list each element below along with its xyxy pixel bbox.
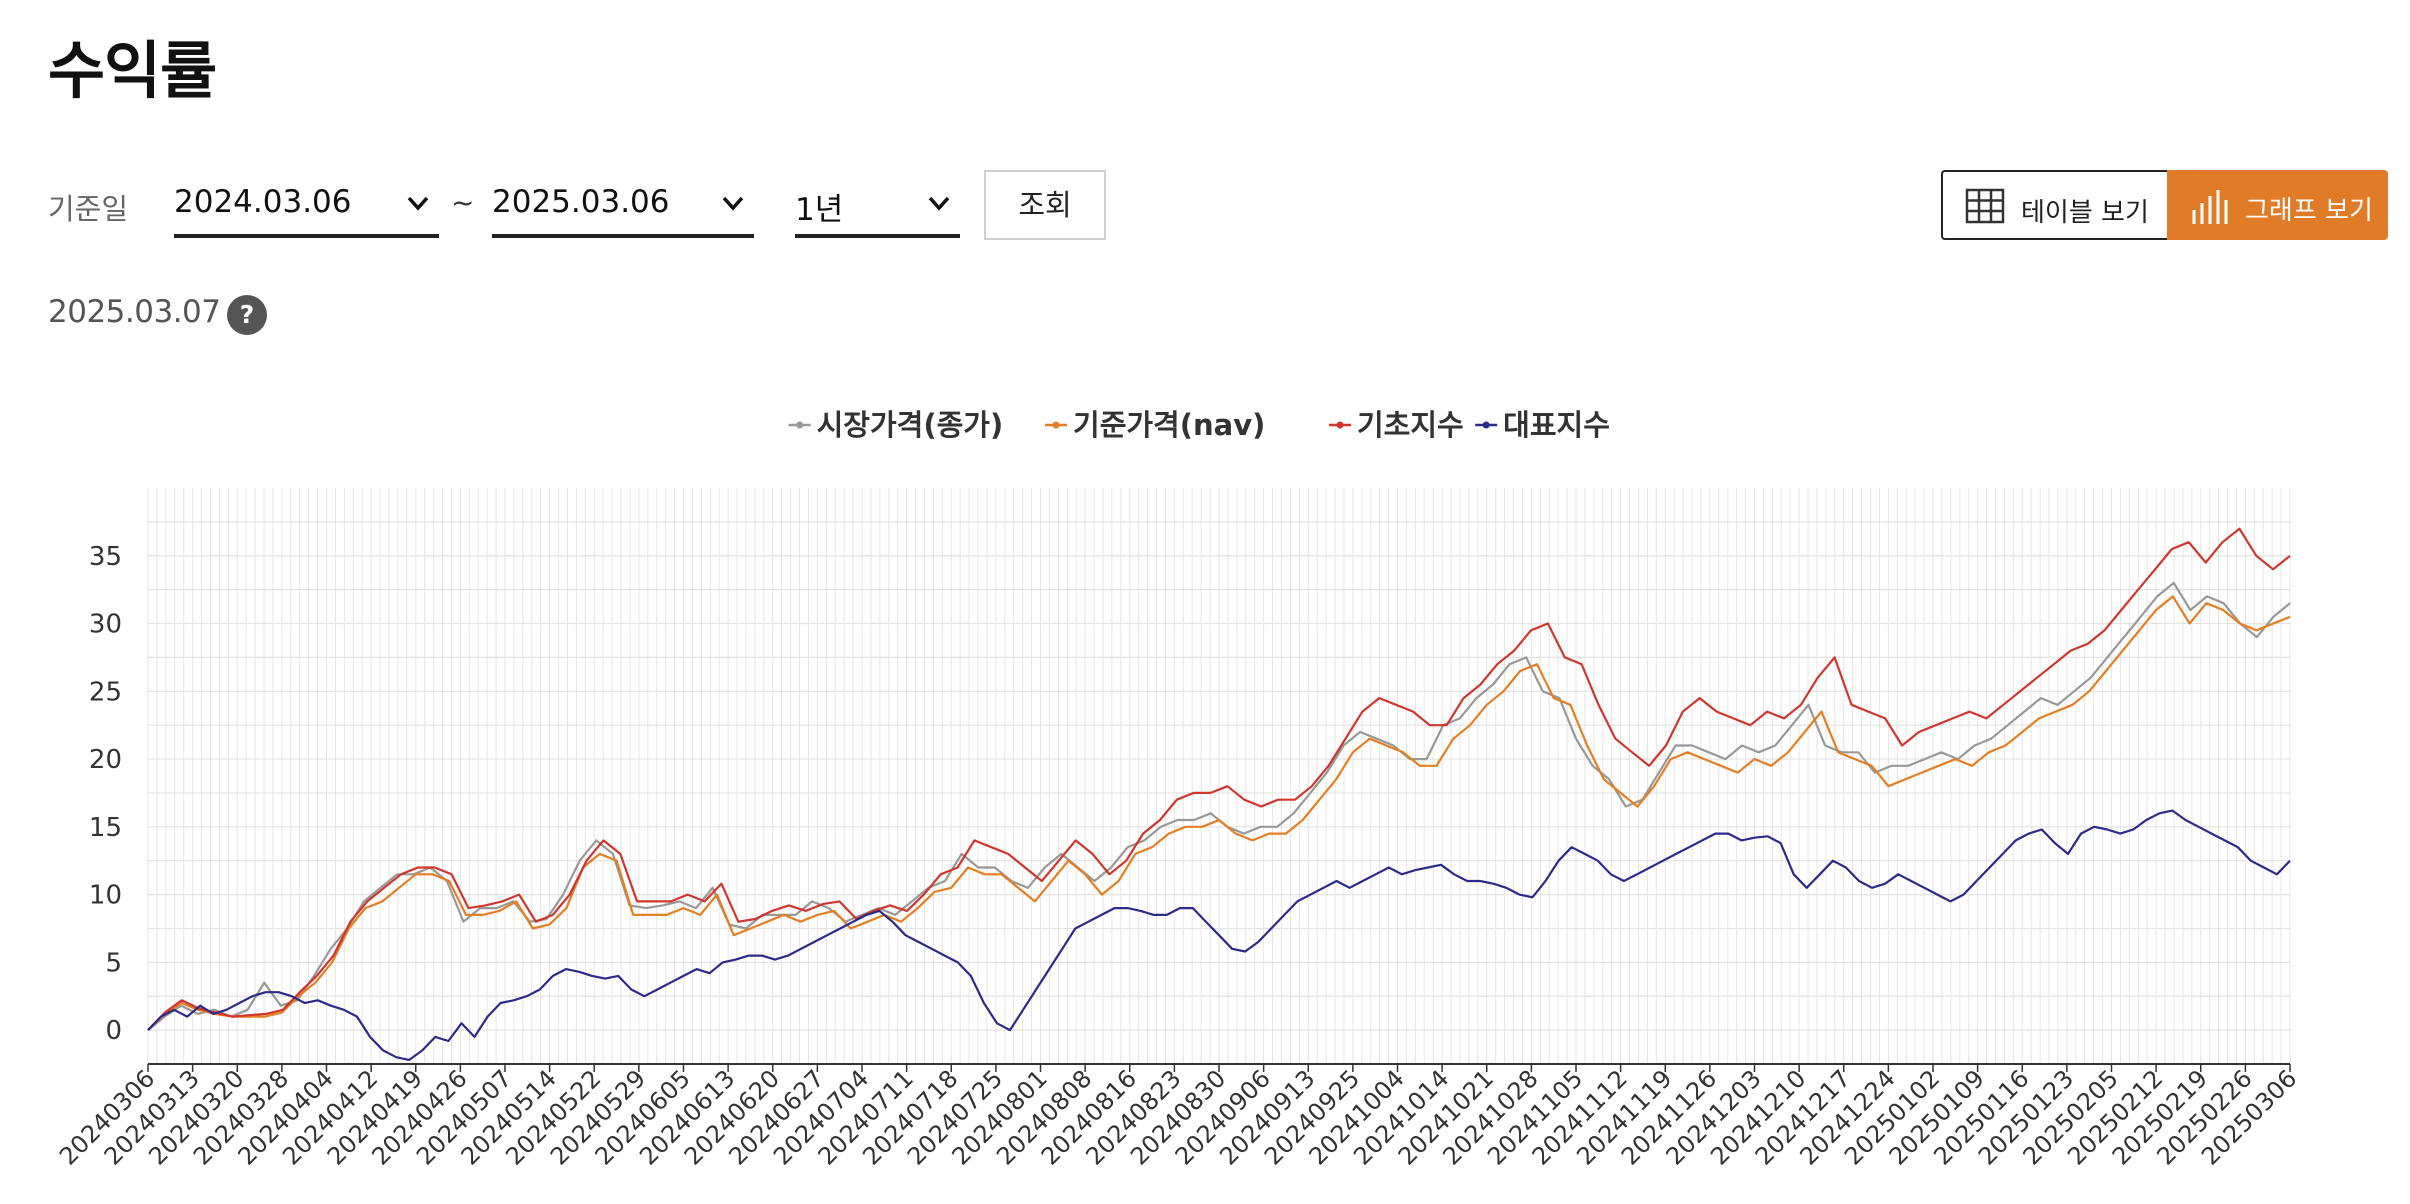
chevron-down-icon <box>928 196 950 211</box>
graph-view-label: 그래프 보기 <box>2245 196 2373 226</box>
graph-view-button[interactable]: 그래프 보기 <box>2167 170 2388 240</box>
series-line-대표지수 <box>147 809 2291 1062</box>
y-tick-label: 0 <box>105 1016 122 1046</box>
period-select[interactable]: 1년 <box>795 170 960 238</box>
search-button[interactable]: 조회 <box>984 170 1106 240</box>
date-range-separator: ~ <box>451 186 475 219</box>
chart-axes: 0510152025303520240306202403132024032020… <box>54 542 2302 1171</box>
base-date-label: 기준일 <box>48 192 129 226</box>
start-date-value: 2024.03.06 <box>174 184 352 220</box>
legend-marker <box>796 421 804 429</box>
y-tick-label: 15 <box>89 813 122 843</box>
page-title: 수익률 <box>48 34 217 107</box>
y-tick-label: 5 <box>105 948 122 978</box>
end-date-value: 2025.03.06 <box>492 184 670 220</box>
bar-chart-icon <box>2192 190 2228 224</box>
chevron-down-icon <box>722 196 744 211</box>
table-grid-icon <box>1965 188 2005 224</box>
legend-item[interactable]: 기초지수 <box>1328 408 1464 442</box>
legend-marker <box>1482 421 1490 429</box>
legend-label: 시장가격(종가) <box>817 408 1004 442</box>
legend-item[interactable]: 대표지수 <box>1475 408 1610 442</box>
y-tick-label: 30 <box>89 610 122 640</box>
end-date-select[interactable]: 2025.03.06 <box>492 170 754 238</box>
legend-item[interactable]: 기준가격(nav) <box>1045 408 1265 442</box>
y-tick-label: 25 <box>89 677 122 707</box>
series-line-기초지수 <box>147 527 2291 1031</box>
legend-label: 기준가격(nav) <box>1073 408 1265 442</box>
series-line-기준가격(nav) <box>147 595 2291 1031</box>
table-view-button[interactable]: 테이블 보기 <box>1941 170 2167 240</box>
as-of-date: 2025.03.07 <box>48 294 221 330</box>
y-tick-label: 20 <box>89 745 122 775</box>
chevron-down-icon <box>407 196 429 211</box>
legend-marker <box>1052 421 1060 429</box>
legend-marker <box>1336 421 1344 429</box>
start-date-select[interactable]: 2024.03.06 <box>174 170 439 238</box>
period-value: 1년 <box>795 192 844 228</box>
legend-label: 대표지수 <box>1503 408 1610 442</box>
help-icon[interactable]: ? <box>227 295 267 335</box>
legend-item[interactable]: 시장가격(종가) <box>788 408 1004 442</box>
chart-series-layer <box>147 527 2291 1062</box>
table-view-label: 테이블 보기 <box>2021 198 2149 228</box>
filter-bar: 기준일 2024.03.06 ~ 2025.03.06 1년 조회 테이블 보기 <box>48 170 2388 242</box>
returns-line-chart: 시장가격(종가) 기준가격(nav) 기초지수 대표지수 0 5 10 15 20 25 30 35… <box>54 408 2302 1171</box>
legend-label: 기초지수 <box>1357 408 1464 442</box>
y-tick-label: 10 <box>89 881 122 911</box>
chart-grid <box>147 488 2291 1064</box>
chart-legend: 시장가격(종가) 기준가격(nav) 기초지수 대표지수 <box>788 408 1610 442</box>
y-tick-label: 35 <box>89 542 122 572</box>
